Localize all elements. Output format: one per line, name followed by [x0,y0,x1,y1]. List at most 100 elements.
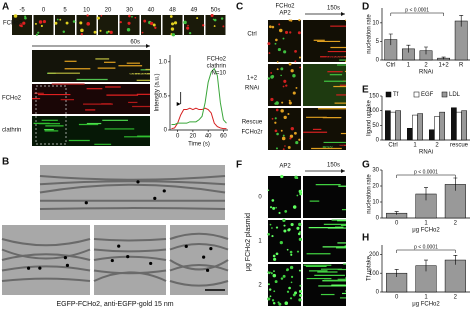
line [171,67,227,126]
spot [279,240,283,245]
micrograph [94,225,166,295]
spot [183,20,187,25]
line [171,107,227,130]
gold-particle [153,196,157,200]
spot [210,14,214,18]
panel-label: A [2,2,9,13]
micrograph [40,165,225,220]
panel-label: E [362,85,369,96]
spot [296,194,299,197]
x-axis-label: RNAi [419,70,433,76]
spot [283,115,287,120]
spot [282,218,286,223]
spot [80,28,84,33]
label: FCHo2r [241,130,262,136]
label: FCHo2 [275,4,295,10]
spot [280,129,283,132]
spot [284,210,288,213]
spot [268,52,271,54]
label: AP2 [279,11,291,17]
annotation: N=10 [211,71,226,77]
spot [288,62,292,66]
bar [390,111,396,141]
spot [288,19,291,22]
y-axis-label: ligand uptake [367,99,373,135]
x-tick-label: rescue [450,143,469,149]
x-tick-label: 0 [395,221,399,227]
spot [282,134,285,137]
label: 150s [327,163,340,169]
spot [298,138,301,141]
spot [267,283,270,286]
arrow-head [146,44,150,48]
error-bar [424,187,428,201]
spot [275,108,279,112]
panel-label: F [236,160,242,171]
x-axis-label: Time (s) [188,142,210,148]
spot [278,23,281,26]
x-tick-label: 1 [407,63,411,69]
panel-label: G [362,160,370,171]
membrane [1,248,91,260]
membrane [93,238,167,242]
spot [270,71,273,74]
panel-label: H [362,233,369,244]
spot [270,97,274,102]
spot [186,26,190,30]
legend-swatch [385,91,392,98]
membrane [39,175,226,181]
label: Ctrl [247,32,256,38]
spot [288,228,291,231]
spot [298,189,303,194]
y-tick-label: 30 [372,168,379,174]
label: AP2 [279,164,291,170]
error-bar [388,33,393,46]
x-tick-label: 2 [454,221,458,227]
spot [275,206,277,209]
spot [284,145,286,147]
error-bar [459,15,464,27]
membrane [39,180,226,186]
spot [24,16,27,20]
spot [267,77,270,80]
gold-particle [84,201,88,205]
bracket [390,12,444,16]
spot [295,86,298,89]
x-axis-label: μg FCHo2 [412,228,440,234]
spot [86,22,91,26]
spot [141,31,144,34]
annotation: p < 0.0001 [414,169,438,175]
spot [272,206,276,210]
gold-particle [110,258,114,263]
label: 30 [126,8,133,14]
spot [288,101,292,105]
bar [434,116,440,141]
gold-particle [202,255,206,259]
spot [271,117,274,120]
y-tick-label: 100 [369,108,380,114]
spot [299,231,302,233]
label: 150s [327,6,340,12]
error-bar [441,56,446,60]
spot [282,274,286,278]
label: RNAi [245,86,259,92]
label: 40 [148,8,155,14]
spot [275,147,278,150]
spot [269,206,273,209]
spot [22,21,26,25]
gold-particle [38,266,42,270]
bracket [396,174,456,178]
x-tick-label: 1 [413,143,417,149]
x-tick-label: 2 [454,295,458,301]
spot [295,140,299,145]
spot [128,14,131,18]
micrograph [55,15,75,35]
bar [451,107,457,141]
micrograph [303,64,346,106]
y-tick-label: 10 [372,20,379,26]
spot [269,295,272,298]
x-tick-label: Ctrl [388,143,397,149]
label: 88±7% [325,144,344,150]
annotation: p < 0.0001 [405,7,429,13]
spot [276,61,279,63]
